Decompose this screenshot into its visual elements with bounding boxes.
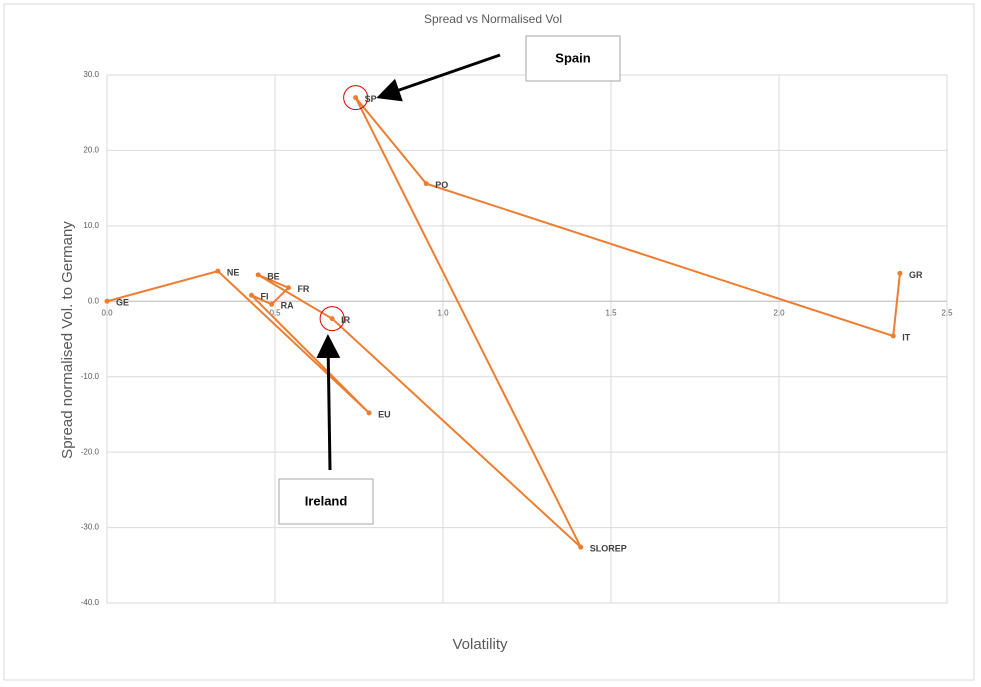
point xyxy=(104,298,110,304)
point-label: GR xyxy=(909,270,923,280)
chart-area xyxy=(3,3,975,681)
point xyxy=(578,544,584,550)
x-axis-label: Volatility xyxy=(452,636,508,653)
point-label: EU xyxy=(378,409,391,419)
point-label: FI xyxy=(260,292,268,302)
arrow xyxy=(376,53,501,102)
annotation: Spain xyxy=(555,50,590,65)
x-tick-label: 0.5 xyxy=(269,308,281,317)
point xyxy=(423,181,429,187)
point-label: RA xyxy=(281,301,294,311)
annotation-box xyxy=(278,478,374,525)
highlight-circle xyxy=(319,306,345,332)
point xyxy=(366,410,372,416)
point-label: PO xyxy=(435,180,448,190)
point-label: IT xyxy=(902,332,911,342)
y-tick-label: 10.0 xyxy=(83,221,99,230)
point-label: NE xyxy=(227,267,240,277)
y-tick-label: 30.0 xyxy=(83,70,99,79)
x-tick-label: 0.0 xyxy=(101,308,113,317)
point xyxy=(248,292,254,298)
annotation-box xyxy=(525,35,621,82)
y-tick-label: 20.0 xyxy=(83,146,99,155)
point xyxy=(890,333,896,339)
point-label: BE xyxy=(267,271,280,281)
y-tick-label: -10.0 xyxy=(81,372,100,381)
chart-title: Spread vs Normalised Vol xyxy=(424,12,562,26)
point-label: IR xyxy=(341,315,351,325)
point xyxy=(897,270,903,276)
point-label: FR xyxy=(297,284,309,294)
point xyxy=(255,272,261,278)
annotation: Ireland xyxy=(305,493,348,508)
y-axis-label: Spread normalised Vol. to Germany xyxy=(59,221,76,459)
x-tick-label: 1.0 xyxy=(437,308,449,317)
y-tick-label: 0.0 xyxy=(88,296,100,305)
point xyxy=(285,285,291,291)
y-tick-label: -20.0 xyxy=(81,447,100,456)
point-label: SLOREP xyxy=(590,544,627,554)
y-tick-label: -40.0 xyxy=(81,598,100,607)
highlight-circle xyxy=(343,85,369,111)
x-tick-label: 2.0 xyxy=(773,308,785,317)
y-tick-label: -30.0 xyxy=(81,523,100,532)
point-label: SP xyxy=(365,94,377,104)
point xyxy=(215,268,221,274)
point xyxy=(353,95,359,101)
arrow xyxy=(316,334,341,471)
point-label: GE xyxy=(116,298,129,308)
x-tick-label: 2.5 xyxy=(941,308,953,317)
x-tick-label: 1.5 xyxy=(605,308,617,317)
point xyxy=(269,301,275,307)
point xyxy=(329,316,335,322)
